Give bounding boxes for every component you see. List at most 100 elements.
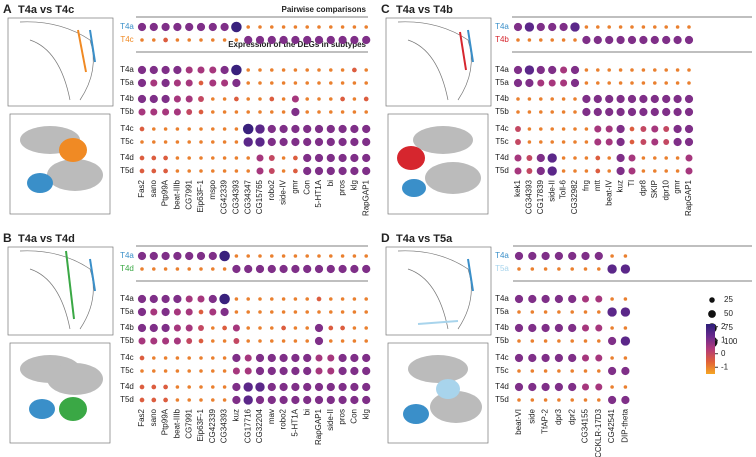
dot	[152, 140, 156, 144]
dot	[139, 397, 145, 403]
annotation: Expression of the DEGs in subtypes	[228, 40, 366, 49]
dot	[627, 94, 637, 104]
dot	[650, 35, 659, 45]
row-label: T5c	[120, 137, 133, 146]
dot	[584, 81, 589, 85]
dot	[362, 382, 371, 392]
dot	[232, 382, 241, 392]
dot	[303, 124, 312, 134]
dot	[175, 38, 180, 42]
dot	[211, 110, 215, 114]
dot	[610, 356, 614, 360]
dot	[338, 166, 347, 176]
dot	[653, 156, 657, 160]
dot	[209, 66, 217, 74]
dot	[175, 356, 180, 360]
dot	[513, 22, 523, 32]
dot	[243, 137, 253, 147]
dot	[197, 295, 205, 303]
dot	[653, 169, 657, 173]
dot	[550, 140, 554, 144]
dot	[350, 353, 359, 363]
dot	[568, 353, 577, 363]
dot	[211, 169, 215, 173]
dot	[629, 126, 635, 132]
dot	[267, 264, 276, 274]
dot	[232, 324, 240, 332]
dot	[584, 68, 589, 72]
dot	[267, 353, 276, 363]
dot	[246, 339, 250, 343]
row-label: T4c	[120, 124, 133, 133]
dot	[570, 369, 574, 373]
dot	[163, 37, 168, 43]
dot	[620, 336, 631, 346]
dot	[554, 382, 564, 392]
dot	[623, 326, 628, 330]
dot	[314, 382, 324, 392]
dot	[557, 398, 561, 402]
dot	[561, 140, 566, 144]
thumb-b	[7, 246, 114, 444]
dot	[607, 307, 617, 317]
dot	[664, 169, 668, 173]
dot	[233, 338, 240, 344]
dot	[530, 310, 535, 314]
dot	[211, 38, 215, 42]
dot	[199, 369, 203, 373]
dot	[137, 307, 147, 317]
dot	[303, 366, 312, 376]
dot	[137, 65, 147, 75]
thumb-c	[385, 17, 492, 215]
dot	[161, 251, 170, 261]
dot	[594, 138, 602, 146]
dot	[163, 127, 168, 131]
dot	[570, 310, 574, 314]
dot	[536, 22, 545, 32]
dot	[199, 267, 203, 271]
dot	[618, 81, 623, 85]
dot	[314, 395, 324, 405]
dot	[675, 156, 680, 160]
row-label: T4c	[495, 353, 508, 362]
dot	[246, 326, 250, 330]
row-label: T4d	[495, 153, 509, 162]
dot	[517, 310, 521, 314]
dot	[583, 310, 588, 314]
dot	[595, 324, 603, 332]
dot	[664, 68, 668, 72]
dot	[326, 382, 335, 392]
gene-label: RapGAP1	[361, 179, 370, 216]
dot	[173, 337, 181, 345]
dot	[281, 25, 286, 29]
dot	[329, 110, 333, 114]
dot	[639, 35, 648, 45]
dot	[173, 251, 182, 261]
dot	[630, 68, 634, 72]
dot	[554, 251, 564, 261]
dot	[326, 137, 335, 147]
dot	[232, 78, 241, 88]
gene-label: CG17716	[243, 408, 252, 443]
dot	[199, 127, 203, 131]
dot	[675, 169, 680, 173]
dot	[270, 25, 274, 29]
dot	[281, 325, 286, 331]
dot	[528, 294, 537, 304]
dot	[548, 79, 556, 87]
dot	[528, 353, 537, 363]
dot	[137, 294, 147, 304]
size-legend-dot	[709, 297, 715, 303]
dot	[584, 127, 589, 131]
dot	[211, 140, 215, 144]
dot	[584, 156, 589, 160]
dot	[352, 67, 357, 73]
dot	[175, 398, 180, 402]
dot	[281, 97, 286, 101]
row-label: T5d	[120, 395, 134, 404]
row-label: T4c	[120, 353, 133, 362]
dot	[185, 95, 193, 103]
dot	[641, 68, 646, 72]
dot	[243, 382, 253, 392]
dot	[338, 264, 347, 274]
